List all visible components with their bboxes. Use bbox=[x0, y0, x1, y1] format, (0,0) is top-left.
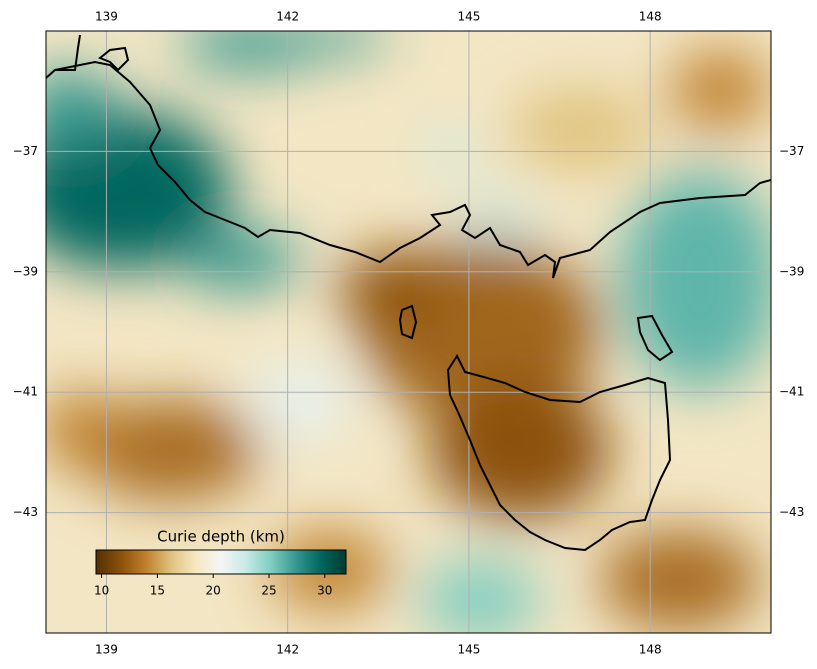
colorbar-tick-label: 25 bbox=[261, 584, 276, 598]
x-tick-label: 142 bbox=[276, 643, 299, 657]
colorbar-title: Curie depth (km) bbox=[157, 528, 285, 546]
x-tick-label: 145 bbox=[457, 643, 480, 657]
x-tick-label: 139 bbox=[95, 643, 118, 657]
coastline bbox=[46, 34, 771, 552]
colorbar-tick-label: 20 bbox=[206, 584, 221, 598]
y-tick-label: −39 bbox=[779, 264, 804, 278]
colorbar-tick-label: 15 bbox=[150, 584, 165, 598]
tick-labels: 139 139 142 142 145 145 148 148 −37 −37 −39 −39 −41 −… bbox=[13, 10, 805, 657]
y-tick-label: −37 bbox=[779, 144, 804, 158]
y-tick-label: −39 bbox=[13, 264, 38, 278]
y-tick-label: −37 bbox=[13, 144, 38, 158]
colorbar-gradient bbox=[95, 549, 347, 575]
y-tick-label: −43 bbox=[13, 505, 38, 519]
y-tick-label: −43 bbox=[779, 505, 804, 519]
x-tick-label: 145 bbox=[457, 10, 480, 24]
x-tick-label: 148 bbox=[639, 10, 662, 24]
y-tick-label: −41 bbox=[779, 385, 804, 399]
y-tick-label: −41 bbox=[13, 385, 38, 399]
x-tick-label: 148 bbox=[639, 643, 662, 657]
colorbar-tick-label: 30 bbox=[317, 584, 332, 598]
heatmap bbox=[46, 31, 771, 633]
x-tick-label: 142 bbox=[276, 10, 299, 24]
plot-frame bbox=[45, 30, 772, 634]
colorbar: Curie depth (km) 10 15 20 25 30 bbox=[94, 528, 347, 598]
x-tick-label: 139 bbox=[95, 10, 118, 24]
colorbar-tick-label: 10 bbox=[94, 584, 109, 598]
grid bbox=[46, 31, 771, 633]
